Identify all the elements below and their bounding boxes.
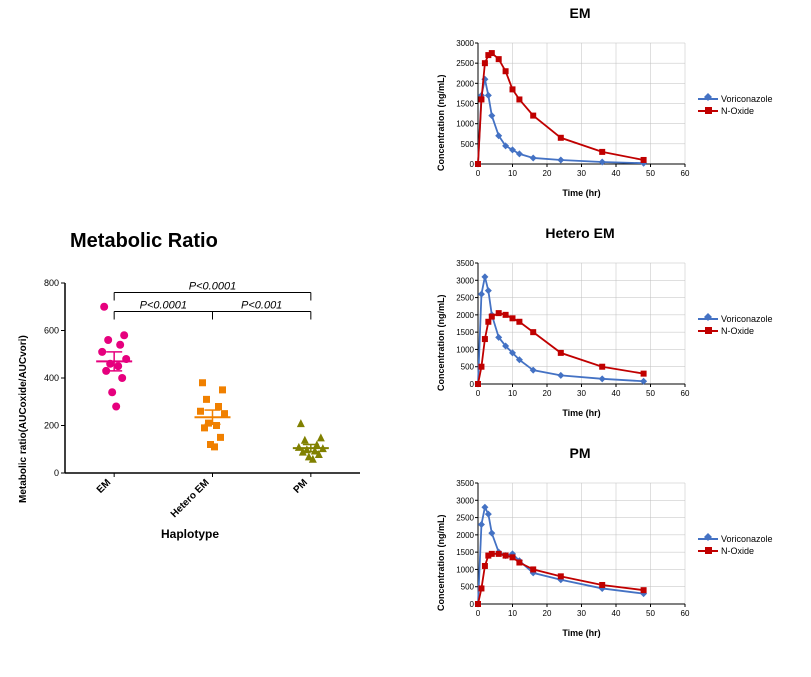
svg-text:10: 10 [508,389,517,398]
line-chart-pm: PM 0 500 1000 1500 2000 2500 3000 3500 0 10 20 30 40 5… [430,445,790,655]
line-legend: Voriconazole N-Oxide [698,534,773,558]
svg-text:P<0.0001: P<0.0001 [140,300,187,312]
scatter-ylabel: Metabolic ratio(AUCoxide/AUCvori) [18,335,29,503]
legend-label: Voriconazole [721,314,773,324]
legend-item: Voriconazole [698,534,773,544]
svg-text:40: 40 [612,609,621,618]
svg-text:3000: 3000 [456,39,474,48]
svg-text:10: 10 [508,609,517,618]
svg-text:P<0.0001: P<0.0001 [189,281,236,293]
svg-text:50: 50 [646,169,655,178]
svg-text:1500: 1500 [456,548,474,557]
svg-text:2500: 2500 [456,514,474,523]
svg-text:1000: 1000 [456,565,474,574]
line-ylabel: Concentration (ng/mL) [436,295,446,392]
svg-text:1500: 1500 [456,100,474,109]
svg-text:0: 0 [470,600,475,609]
svg-text:30: 30 [577,609,586,618]
svg-text:600: 600 [44,326,59,336]
svg-text:500: 500 [461,363,475,372]
legend-label: N-Oxide [721,106,754,116]
svg-text:PM: PM [292,477,310,495]
svg-text:800: 800 [44,278,59,288]
svg-text:1000: 1000 [456,345,474,354]
legend-label: Voriconazole [721,94,773,104]
svg-text:50: 50 [646,609,655,618]
svg-text:0: 0 [470,160,475,169]
scatter-chart: Metabolic Ratio 0 200 400 600 800 EM Hetero EM… [10,230,390,580]
legend-label: Voriconazole [721,534,773,544]
svg-text:3000: 3000 [456,276,474,285]
svg-text:500: 500 [461,583,475,592]
svg-text:3000: 3000 [456,496,474,505]
svg-text:50: 50 [646,389,655,398]
svg-text:2000: 2000 [456,531,474,540]
svg-text:500: 500 [461,140,475,149]
line-chart-title: PM [450,445,710,461]
svg-text:1500: 1500 [456,328,474,337]
legend-item: N-Oxide [698,546,773,556]
svg-text:1000: 1000 [456,120,474,129]
svg-text:3500: 3500 [456,479,474,488]
svg-text:0: 0 [54,468,59,478]
svg-text:EM: EM [95,477,113,495]
svg-text:0: 0 [476,609,481,618]
line-chart-hetero-em: Hetero EM 0 500 1000 1500 2000 2500 3000 3500 0 10… [430,225,790,435]
line-xlabel: Time (hr) [478,628,685,638]
svg-text:P<0.001: P<0.001 [241,300,282,312]
svg-text:2000: 2000 [456,311,474,320]
line-xlabel: Time (hr) [478,188,685,198]
svg-text:3500: 3500 [456,259,474,268]
line-plot-area: 0 500 1000 1500 2000 2500 3000 3500 0 10 20 30 40 50 6… [430,461,690,636]
line-xlabel: Time (hr) [478,408,685,418]
svg-text:2500: 2500 [456,294,474,303]
line-legend: Voriconazole N-Oxide [698,314,773,338]
svg-text:400: 400 [44,373,59,383]
scatter-plot-area: 0200400600800EMHetero EMPMP<0.0001P<0.00… [10,253,370,533]
svg-text:0: 0 [476,169,481,178]
svg-text:2000: 2000 [456,79,474,88]
scatter-title: Metabolic Ratio [70,230,390,253]
legend-label: N-Oxide [721,326,754,336]
svg-text:60: 60 [681,169,690,178]
scatter-xlabel: Haplotype [10,527,370,541]
legend-item: Voriconazole [698,314,773,324]
svg-text:Hetero EM: Hetero EM [169,477,212,520]
svg-text:40: 40 [612,169,621,178]
line-chart-em: EM 0 500 1000 1500 2000 2500 3000 0 10 20 30 40 50 60 C… [430,5,790,215]
line-ylabel: Concentration (ng/mL) [436,515,446,612]
legend-item: Voriconazole [698,94,773,104]
svg-text:10: 10 [508,169,517,178]
svg-text:30: 30 [577,389,586,398]
svg-text:200: 200 [44,421,59,431]
legend-item: N-Oxide [698,326,773,336]
svg-text:20: 20 [543,609,552,618]
svg-text:60: 60 [681,609,690,618]
figure-container: Metabolic Ratio 0200400600800EMHetero EM… [0,0,811,677]
line-legend: Voriconazole N-Oxide [698,94,773,118]
svg-text:0: 0 [476,389,481,398]
svg-text:30: 30 [577,169,586,178]
line-chart-title: EM [450,5,710,21]
line-ylabel: Concentration (ng/mL) [436,75,446,172]
svg-text:2500: 2500 [456,59,474,68]
svg-text:40: 40 [612,389,621,398]
svg-text:0: 0 [470,380,475,389]
legend-label: N-Oxide [721,546,754,556]
svg-text:20: 20 [543,389,552,398]
svg-text:60: 60 [681,389,690,398]
line-plot-area: 0 500 1000 1500 2000 2500 3000 3500 0 10 20 30 40 50 6… [430,241,690,416]
svg-text:20: 20 [543,169,552,178]
legend-item: N-Oxide [698,106,773,116]
line-plot-area: 0 500 1000 1500 2000 2500 3000 0 10 20 30 40 50 60 [430,21,690,196]
line-chart-title: Hetero EM [450,225,710,241]
